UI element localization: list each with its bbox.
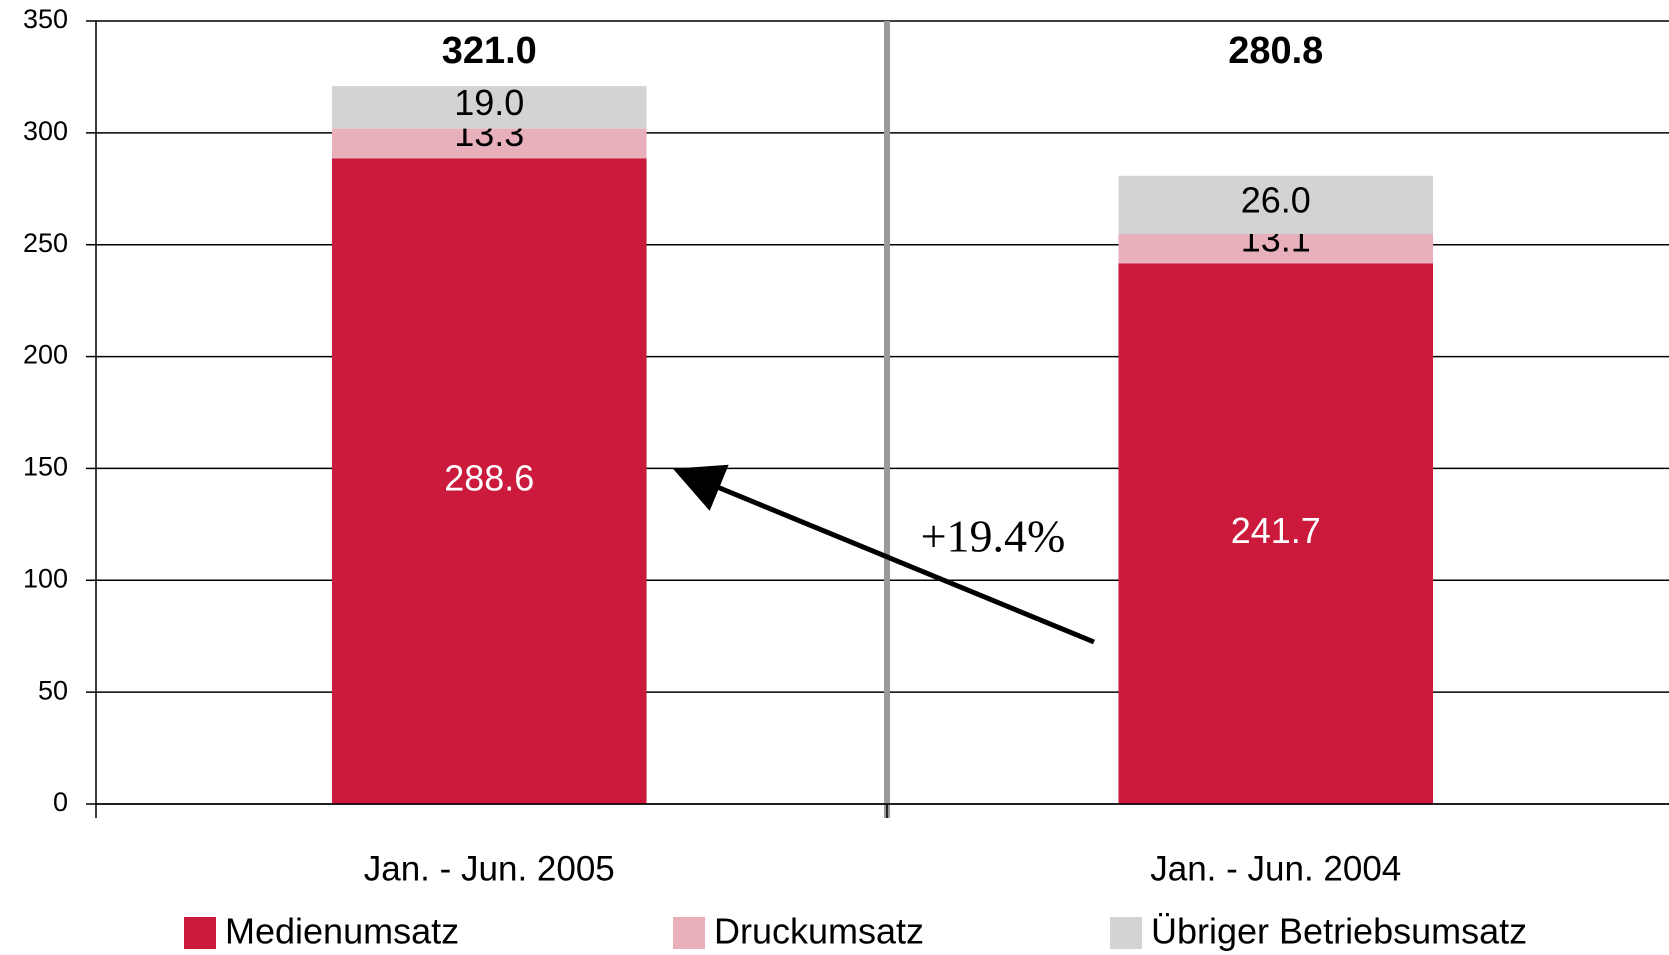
bar-segment	[1118, 233, 1434, 264]
bar-segment	[331, 86, 647, 129]
legend-swatch	[673, 917, 705, 949]
bar-segment	[331, 158, 647, 804]
legend-label: Übriger Betriebsumsatz	[1151, 911, 1527, 952]
legend-label: Medienumsatz	[225, 911, 459, 952]
legend-label: Druckumsatz	[714, 911, 924, 952]
y-tick-label: 200	[23, 340, 68, 370]
data-label: 288.6	[444, 458, 534, 499]
y-tick-label: 250	[23, 228, 68, 258]
x-tick-label: Jan. - Jun. 2005	[364, 849, 615, 888]
total-label: 321.0	[442, 30, 537, 72]
data-label: 26.0	[1241, 179, 1311, 220]
data-label: 241.7	[1231, 510, 1321, 551]
y-tick-label: 0	[53, 787, 68, 817]
total-label: 280.8	[1228, 30, 1323, 72]
legend-swatch	[1110, 917, 1142, 949]
y-tick-label: 50	[38, 675, 68, 705]
bar-segment	[1118, 263, 1434, 804]
bar-segment	[1118, 175, 1434, 234]
y-tick-label: 350	[23, 4, 68, 34]
y-tick-label: 150	[23, 452, 68, 482]
x-tick-label: Jan. - Jun. 2004	[1150, 849, 1401, 888]
y-tick-label: 100	[23, 563, 68, 593]
annotation: +19.4%	[921, 511, 1066, 562]
arrow	[673, 464, 1095, 645]
y-tick-label: 300	[23, 116, 68, 146]
data-label: 19.0	[454, 82, 524, 123]
legend-swatch	[184, 917, 216, 949]
bar-segment	[331, 128, 647, 159]
